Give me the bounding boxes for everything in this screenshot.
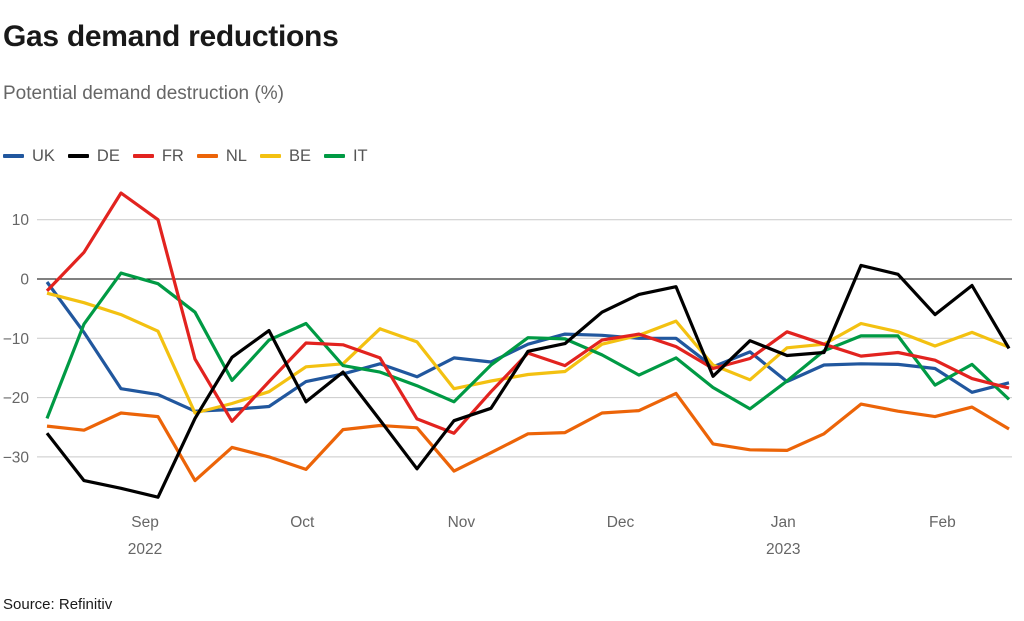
- legend-label-fr: FR: [161, 146, 184, 165]
- x-tick-label: Dec: [607, 514, 635, 531]
- legend-item-be: BE: [259, 146, 311, 166]
- legend-item-uk: UK: [3, 147, 55, 166]
- line-de: [45, 263, 1011, 499]
- x-tick-label: Nov: [448, 514, 476, 531]
- y-tick-label: 0: [20, 272, 29, 289]
- it-line-swatch: [323, 154, 345, 158]
- x-tick-label: Feb: [929, 514, 956, 531]
- x-tick-label: Jan: [771, 514, 796, 531]
- legend-label-uk: UK: [32, 146, 55, 165]
- line-nl: [46, 391, 1010, 483]
- x-tick-label: Oct: [290, 514, 315, 531]
- legend-label-de: DE: [96, 146, 120, 165]
- x-tick-year-label: 2022: [128, 541, 162, 558]
- fr-line-swatch: [132, 154, 154, 158]
- legend-item-nl: NL: [196, 146, 247, 166]
- y-tick-label: 10: [12, 212, 30, 229]
- x-tick-year-label: 2023: [766, 541, 800, 558]
- source-note: Source: Refinitiv: [3, 596, 113, 613]
- chart-subtitle: Potential demand destruction (%): [3, 83, 284, 104]
- be-line-swatch: [259, 154, 281, 158]
- y-tick-label: −20: [3, 390, 30, 407]
- x-tick-label: Sep: [131, 514, 159, 531]
- de-line-swatch: [67, 154, 89, 158]
- uk-line-swatch: [3, 154, 24, 158]
- y-tick-label: −30: [3, 449, 30, 466]
- legend-item-it: IT: [323, 146, 368, 166]
- chart-legend: UK DE FR NL BE IT: [3, 146, 368, 166]
- legend-item-de: DE: [67, 146, 120, 166]
- line-chart-plot: 10 0 −10 −20 −30 Sep 2022 Oct Nov Dec Jan 2023 Feb: [3, 191, 1012, 558]
- legend-label-nl: NL: [225, 146, 247, 165]
- nl-line-swatch: [196, 154, 218, 158]
- line-it: [45, 271, 1011, 419]
- legend-label-it: IT: [352, 146, 368, 165]
- legend-item-fr: FR: [132, 146, 184, 166]
- y-tick-label: −10: [3, 331, 30, 348]
- page-title: Gas demand reductions: [3, 20, 339, 53]
- line-be: [46, 291, 1010, 415]
- legend-label-be: BE: [288, 146, 311, 165]
